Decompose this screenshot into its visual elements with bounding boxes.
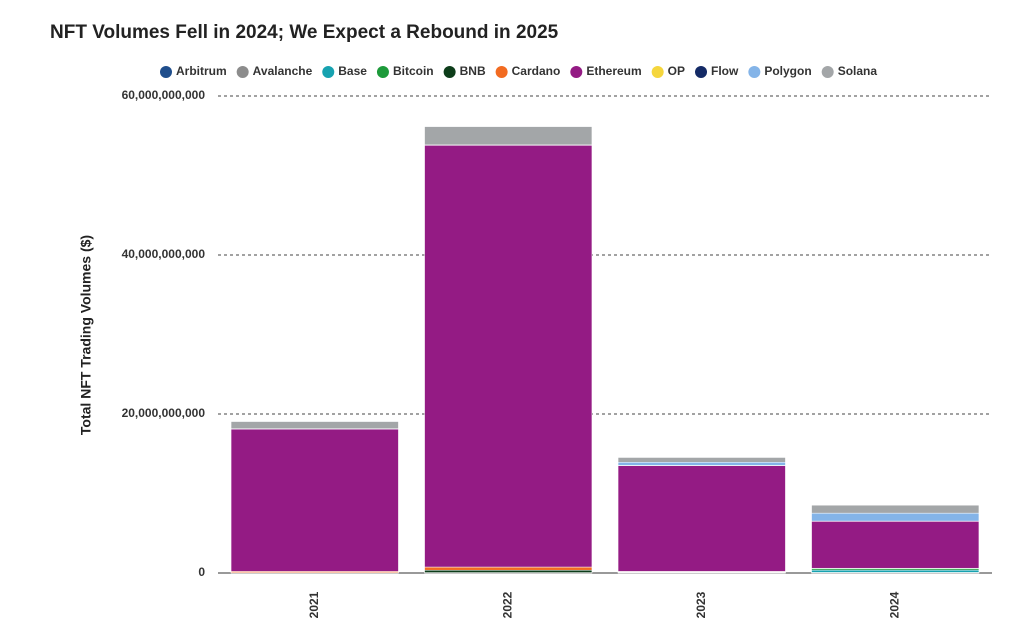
legend-label: Cardano bbox=[512, 64, 561, 78]
bar-segment bbox=[617, 462, 786, 466]
bar-segment bbox=[424, 566, 593, 571]
legend-label: Flow bbox=[711, 64, 739, 78]
x-tick-label: 2022 bbox=[500, 591, 514, 618]
legend-marker bbox=[695, 66, 708, 78]
y-tick-label: 20,000,000,000 bbox=[122, 406, 206, 420]
x-tick-label: 2023 bbox=[694, 591, 708, 618]
legend-marker bbox=[748, 66, 761, 78]
bar-segment bbox=[230, 421, 399, 429]
legend-marker bbox=[495, 66, 508, 78]
bar-segment bbox=[617, 457, 786, 463]
legend-label: Avalanche bbox=[253, 64, 313, 78]
legend-marker bbox=[236, 66, 249, 78]
legend-marker bbox=[160, 66, 172, 78]
legend-label: Ethereum bbox=[586, 64, 641, 78]
bar-segment bbox=[811, 512, 980, 522]
legend-label: Polygon bbox=[764, 64, 811, 78]
bar-segment bbox=[230, 428, 399, 572]
bar-segment bbox=[811, 521, 980, 569]
legend-label: OP bbox=[668, 64, 685, 78]
bar-segment bbox=[424, 569, 593, 573]
legend-marker bbox=[821, 66, 834, 78]
y-tick-label: 60,000,000,000 bbox=[122, 88, 206, 102]
x-tick-label: 2024 bbox=[887, 591, 901, 618]
bar-segment bbox=[617, 465, 786, 572]
chart-title: NFT Volumes Fell in 2024; We Expect a Re… bbox=[50, 22, 559, 43]
legend-marker bbox=[443, 66, 456, 78]
legend-label: Bitcoin bbox=[393, 64, 434, 78]
bar-segment bbox=[424, 145, 593, 568]
legend-marker bbox=[322, 66, 335, 78]
legend-label: Solana bbox=[838, 64, 878, 78]
bar-segment bbox=[811, 569, 980, 573]
y-tick-label: 40,000,000,000 bbox=[122, 247, 206, 261]
legend-label: BNB bbox=[460, 64, 486, 78]
bar-segment bbox=[811, 504, 980, 514]
x-tick-label: 2021 bbox=[307, 591, 321, 618]
legend-label: Arbitrum bbox=[176, 64, 227, 78]
y-tick-label: 0 bbox=[198, 565, 205, 579]
legend-label: Base bbox=[338, 64, 367, 78]
bar-segment bbox=[424, 126, 593, 146]
legend-marker bbox=[570, 66, 583, 78]
legend-marker bbox=[376, 66, 389, 78]
y-axis-label: Total NFT Trading Volumes ($) bbox=[78, 235, 94, 435]
legend-marker bbox=[651, 66, 664, 78]
